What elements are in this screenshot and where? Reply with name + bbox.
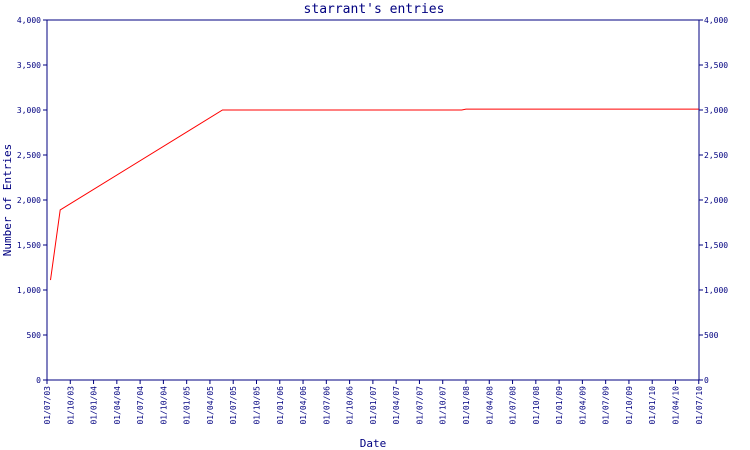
y-tick-label-right: 2,500 — [704, 151, 728, 160]
chart-title: starrant's entries — [304, 2, 445, 17]
y-tick-label-right: 3,500 — [704, 61, 728, 70]
x-tick-label: 01/10/05 — [252, 386, 261, 425]
x-tick-label: 01/04/06 — [299, 386, 308, 425]
y-tick-label: 4,000 — [17, 16, 41, 25]
x-tick-label: 01/07/09 — [602, 386, 611, 425]
x-tick-label: 01/07/04 — [136, 386, 145, 425]
x-tick-label: 01/01/05 — [183, 386, 192, 425]
x-tick-label: 01/04/04 — [113, 386, 122, 425]
x-tick-label: 01/07/08 — [509, 386, 518, 425]
x-tick-label: 01/07/07 — [415, 386, 424, 425]
y-tick-label-right: 4,000 — [704, 16, 728, 25]
series-line — [50, 108, 699, 281]
y-tick-label-right: 500 — [704, 331, 719, 340]
y-tick-label-right: 1,000 — [704, 286, 728, 295]
x-tick-label: 01/01/09 — [555, 386, 564, 425]
x-tick-label: 01/01/10 — [648, 386, 657, 425]
y-axis-left: 0 500 1,000 1,500 2,000 2,500 3,000 3,500 4,000 — [17, 16, 47, 385]
x-tick-label: 01/07/03 — [43, 386, 52, 425]
x-tick-label: 01/04/08 — [485, 386, 494, 425]
x-tick-label: 01/01/06 — [276, 386, 285, 425]
y-tick-label: 0 — [36, 376, 41, 385]
x-axis-title: Date — [360, 437, 387, 450]
x-tick-label: 01/04/05 — [206, 386, 215, 425]
x-tick-label: 01/04/07 — [392, 386, 401, 425]
x-tick-label: 01/07/10 — [695, 386, 704, 425]
x-tick-label: 01/01/04 — [90, 386, 99, 425]
y-axis-title: Number of Entries — [1, 144, 14, 257]
y-tick-label: 1,500 — [17, 241, 41, 250]
x-tick-label: 01/10/09 — [625, 386, 634, 425]
y-tick-label: 500 — [27, 331, 42, 340]
x-tick-label: 01/10/04 — [159, 386, 168, 425]
x-tick-label: 01/10/07 — [439, 386, 448, 425]
x-tick-label: 01/04/09 — [578, 386, 587, 425]
y-tick-label: 3,500 — [17, 61, 41, 70]
series-layer — [50, 108, 699, 281]
y-tick-label-right: 2,000 — [704, 196, 728, 205]
y-tick-label-right: 3,000 — [704, 106, 728, 115]
y-tick-label-right: 1,500 — [704, 241, 728, 250]
y-axis-right: 0 500 1,000 1,500 2,000 2,500 3,000 3,500 4,000 — [699, 16, 728, 385]
x-tick-label: 01/04/10 — [671, 386, 680, 425]
y-tick-label: 3,000 — [17, 106, 41, 115]
x-axis: 01/07/03 01/10/03 01/01/04 01/04/04 01/07/04… — [43, 380, 704, 425]
x-tick-label: 01/10/06 — [346, 386, 355, 425]
x-tick-label: 01/07/06 — [322, 386, 331, 425]
y-tick-label: 2,500 — [17, 151, 41, 160]
x-tick-label: 01/01/08 — [462, 386, 471, 425]
y-tick-label: 2,000 — [17, 196, 41, 205]
x-tick-label: 01/07/05 — [229, 386, 238, 425]
x-tick-label: 01/01/07 — [369, 386, 378, 425]
x-tick-label: 01/10/08 — [532, 386, 541, 425]
x-tick-label: 01/10/03 — [66, 386, 75, 425]
plot-frame — [46, 19, 700, 381]
y-tick-label-right: 0 — [704, 376, 709, 385]
y-tick-label: 1,000 — [17, 286, 41, 295]
